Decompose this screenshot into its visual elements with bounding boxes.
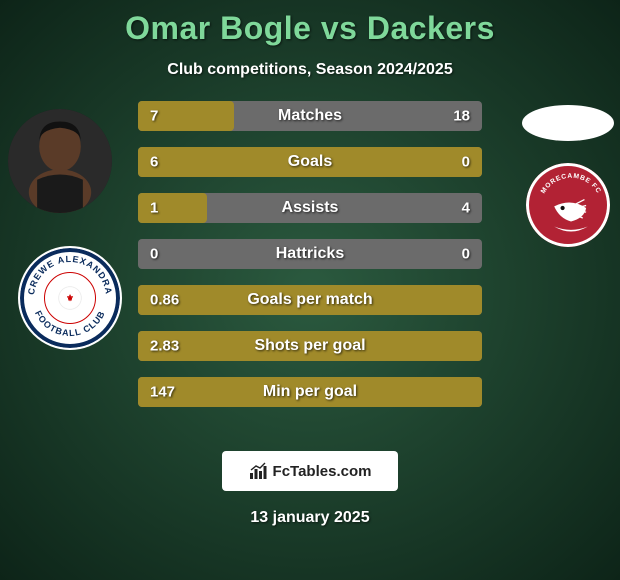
- stat-value-right: 18: [453, 108, 470, 125]
- crewe-badge-icon: CREWE ALEXANDRA FOOTBALL CLUB ⚜: [20, 248, 120, 348]
- stat-value-left: 2.83: [150, 338, 179, 355]
- stat-label: Assists: [282, 199, 339, 217]
- stat-row: 0 Hattricks 0: [138, 239, 482, 269]
- stat-bar-left: [138, 193, 207, 223]
- stat-label: Min per goal: [263, 383, 357, 401]
- stat-label: Matches: [278, 107, 342, 125]
- stat-label: Goals: [288, 153, 332, 171]
- stat-row: 7 Matches 18: [138, 101, 482, 131]
- stat-row: 147 Min per goal: [138, 377, 482, 407]
- stat-row: 6 Goals 0: [138, 147, 482, 177]
- chart-icon: [249, 462, 269, 480]
- stat-value-right: 0: [462, 154, 470, 171]
- player-silhouette-icon: [8, 109, 112, 213]
- stat-value-left: 6: [150, 154, 158, 171]
- stat-row: 1 Assists 4: [138, 193, 482, 223]
- content-area: CREWE ALEXANDRA FOOTBALL CLUB ⚜ MORECAMB…: [0, 101, 620, 441]
- player-right-avatar: [522, 105, 614, 141]
- footer-date: 13 january 2025: [0, 509, 620, 527]
- club-right-badge: MORECAMBE FC: [526, 163, 610, 247]
- svg-text:MORECAMBE FC: MORECAMBE FC: [540, 173, 602, 195]
- stat-value-left: 0.86: [150, 292, 179, 309]
- brand-badge: FcTables.com: [222, 451, 398, 491]
- stat-label: Goals per match: [247, 291, 372, 309]
- stat-value-left: 1: [150, 200, 158, 217]
- comparison-card: Omar Bogle vs Dackers Club competitions,…: [0, 0, 620, 580]
- stat-value-left: 147: [150, 384, 175, 401]
- stats-table: 7 Matches 18 6 Goals 0 1 Assists 4 0 Hattricks 0 0.8…: [138, 101, 482, 423]
- player-left-avatar: [8, 109, 112, 213]
- stat-row: 2.83 Shots per goal: [138, 331, 482, 361]
- page-title: Omar Bogle vs Dackers: [0, 10, 620, 47]
- page-subtitle: Club competitions, Season 2024/2025: [0, 61, 620, 79]
- svg-text:FOOTBALL CLUB: FOOTBALL CLUB: [33, 309, 107, 338]
- club-left-badge: CREWE ALEXANDRA FOOTBALL CLUB ⚜: [18, 246, 122, 350]
- svg-text:CREWE ALEXANDRA: CREWE ALEXANDRA: [26, 254, 114, 296]
- morecambe-badge-icon: MORECAMBE FC: [526, 163, 610, 247]
- stat-row: 0.86 Goals per match: [138, 285, 482, 315]
- stat-label: Hattricks: [276, 245, 344, 263]
- stat-value-left: 0: [150, 246, 158, 263]
- stat-value-right: 0: [462, 246, 470, 263]
- stat-value-left: 7: [150, 108, 158, 125]
- stat-label: Shots per goal: [254, 337, 365, 355]
- stat-value-right: 4: [462, 200, 470, 217]
- brand-label: FcTables.com: [273, 463, 372, 480]
